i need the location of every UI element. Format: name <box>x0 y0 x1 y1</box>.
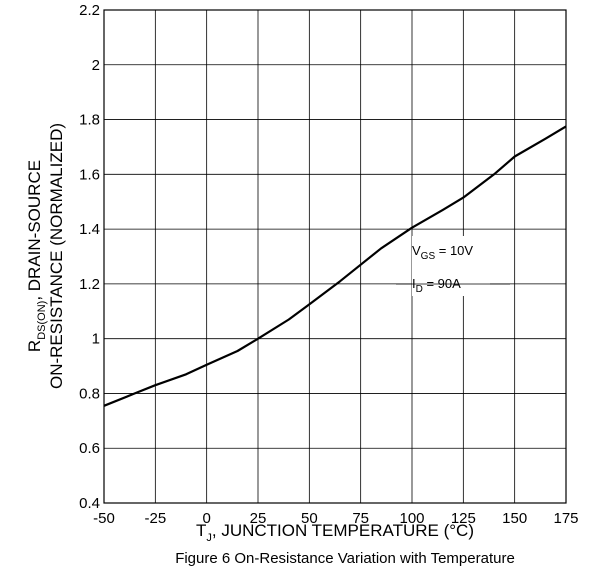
x-axis-title: TJ, JUNCTION TEMPERATURE (°C) <box>196 521 474 544</box>
x-tick-label: 0 <box>202 510 210 527</box>
series-line <box>103 125 567 407</box>
annotation-vgs: VGS = 10V <box>412 243 473 262</box>
y-tick-label: 2.2 <box>79 2 100 19</box>
annotation-id: ID = 90A <box>412 276 461 295</box>
y-tick-label: 1.6 <box>79 166 100 183</box>
x-tick-label: 125 <box>451 510 476 527</box>
y-tick-labels: 0.4 0.6 0.8 1 1.2 1.4 1.6 1.8 2 2.2 <box>79 2 100 512</box>
plot-frame <box>103 9 567 504</box>
x-tick-label: 50 <box>301 510 318 527</box>
y-tick-label: 0.6 <box>79 440 100 457</box>
x-tick-label: 75 <box>352 510 369 527</box>
figure-caption: Figure 6 On-Resistance Variation with Te… <box>175 550 515 567</box>
y-tick-label: 2 <box>92 57 100 74</box>
y-axis-title-line1: RDS(ON), DRAIN-SOURCE <box>25 160 48 352</box>
x-tick-label: -50 <box>93 510 115 527</box>
y-tick-label: 0.8 <box>79 385 100 402</box>
x-tick-label: -25 <box>144 510 166 527</box>
y-tick-label: 1.8 <box>79 112 100 129</box>
x-tick-labels: -50 -25 0 25 50 75 100 125 150 175 <box>93 510 578 527</box>
y-axis-title-line2: ON-RESISTANCE (NORMALIZED) <box>47 123 66 389</box>
conditions-annotation: VGS = 10V ID = 90A <box>396 236 510 296</box>
x-tick-label: 150 <box>502 510 527 527</box>
y-tick-label: 0.4 <box>79 495 100 512</box>
x-tick-label: 175 <box>553 510 578 527</box>
y-tick-label: 1.4 <box>79 221 100 238</box>
grid <box>104 10 566 503</box>
series-layer <box>103 125 567 407</box>
y-tick-label: 1.2 <box>79 276 100 293</box>
x-tick-label: 25 <box>250 510 267 527</box>
y-tick-label: 1 <box>92 331 100 348</box>
x-tick-label: 100 <box>399 510 424 527</box>
